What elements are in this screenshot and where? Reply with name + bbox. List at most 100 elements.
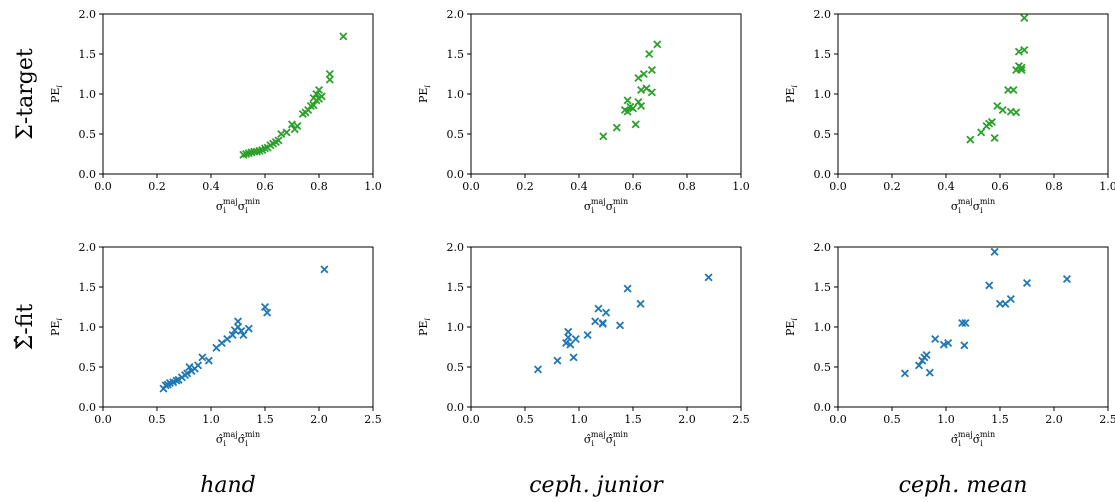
- y-tick-label: 0.0: [79, 168, 97, 181]
- y-tick-label: 2.0: [447, 8, 465, 21]
- y-tick-label: 1.5: [79, 48, 97, 61]
- data-point: [1012, 108, 1021, 117]
- x-tick-label: 1.5: [256, 413, 274, 426]
- data-point: [958, 318, 967, 328]
- y-tick-label: 2.0: [814, 241, 832, 254]
- row-labels: Σ-target Σ̂-fit: [13, 48, 38, 350]
- y-tick-label: 1.0: [79, 321, 97, 334]
- plot-frame: [102, 13, 374, 175]
- data-point: [1022, 278, 1032, 288]
- data-point: [1017, 65, 1026, 75]
- y-tick-label: 0.5: [447, 128, 465, 141]
- data-point: [642, 84, 651, 93]
- x-tick-label: 0.2: [148, 180, 166, 193]
- y-axis-label: PEi: [417, 318, 432, 336]
- y-tick-label: 0.5: [79, 128, 97, 141]
- y-tick-label: 0.0: [447, 168, 465, 181]
- y-tick-label: 2.0: [814, 8, 832, 21]
- column-labels: hand ceph. junior ceph. mean: [200, 473, 1027, 498]
- data-point: [204, 356, 213, 365]
- y-tick-label: 0.0: [447, 401, 465, 414]
- data-point: [599, 132, 608, 141]
- data-point: [925, 368, 934, 377]
- data-points: [966, 13, 1029, 144]
- data-point: [990, 247, 999, 256]
- x-axis-label: σ̂imajσ̂imin: [951, 430, 995, 448]
- x-tick-label: 1.0: [937, 413, 955, 426]
- x-tick-label: 0.0: [94, 180, 112, 193]
- data-point: [569, 353, 578, 362]
- data-point: [312, 89, 321, 99]
- y-tick-label: 1.5: [447, 281, 465, 294]
- x-axis-label: σimajσimin: [951, 197, 995, 215]
- x-tick-label: 0.5: [883, 413, 901, 426]
- x-tick-label: 0.2: [516, 180, 534, 193]
- data-point: [704, 273, 713, 282]
- data-point: [244, 324, 253, 333]
- data-points: [599, 40, 662, 141]
- data-point: [314, 85, 324, 95]
- panels: 0.0 0.2 0.4 0.6 0.8 1.0 0.0 0.5 1.0 1.5 2.0 σimajσi…: [49, 8, 1115, 448]
- x-axis-label: σ̂imajσ̂imin: [216, 430, 260, 448]
- panel-r1-c1: 0.0 0.5 1.0 1.5 2.0 2.5 0.0 0.5 1.0 1.5 2.0 σ̂imajσ…: [417, 241, 750, 448]
- data-point: [339, 32, 348, 41]
- y-tick-label: 1.5: [79, 281, 97, 294]
- data-point: [993, 101, 1002, 111]
- data-point: [966, 135, 975, 144]
- x-tick-label: 0.8: [310, 180, 328, 193]
- data-point: [900, 369, 909, 378]
- y-axis-label: PEi: [49, 318, 64, 336]
- x-tick-label: 0.4: [202, 180, 220, 193]
- panel-r1-c0: 0.0 0.5 1.0 1.5 2.0 2.5 0.0 0.5 1.0 1.5 2.0 σ̂imajσ…: [49, 241, 382, 448]
- y-axis-label: PEi: [417, 85, 432, 103]
- y-tick-label: 0.0: [814, 168, 832, 181]
- x-axis-label: σ̂imajσ̂imin: [584, 430, 628, 448]
- data-point: [183, 369, 192, 378]
- data-point: [616, 321, 625, 330]
- x-tick-label: 0.4: [570, 180, 588, 193]
- data-point: [998, 105, 1007, 115]
- y-tick-label: 1.5: [814, 48, 832, 61]
- data-point: [639, 69, 648, 79]
- data-point: [631, 120, 640, 129]
- data-point: [623, 96, 632, 105]
- data-point: [985, 281, 994, 290]
- data-point: [623, 284, 632, 293]
- plot-frame: [470, 13, 742, 175]
- data-point: [223, 334, 232, 344]
- y-tick-label: 2.0: [79, 8, 97, 21]
- panel-r1-c2: 0.0 0.5 1.0 1.5 2.0 2.5 0.0 0.5 1.0 1.5 2.0 σ̂imajσ…: [784, 241, 1115, 448]
- data-point: [612, 123, 621, 132]
- data-point: [1006, 294, 1015, 304]
- data-point: [553, 356, 562, 365]
- x-tick-label: 2.5: [364, 413, 382, 426]
- y-tick-label: 1.0: [447, 88, 465, 101]
- x-tick-label: 1.0: [732, 180, 750, 193]
- y-tick-label: 1.0: [814, 88, 832, 101]
- data-point: [233, 317, 243, 326]
- data-point: [647, 65, 656, 75]
- data-point: [939, 340, 948, 349]
- y-tick-label: 0.0: [814, 401, 832, 414]
- data-point: [653, 40, 662, 49]
- data-point: [1017, 63, 1026, 72]
- data-point: [185, 362, 194, 372]
- data-point: [198, 353, 207, 362]
- data-point: [623, 107, 632, 116]
- data-point: [562, 338, 571, 348]
- x-tick-label: 1.5: [624, 413, 642, 426]
- x-tick-label: 0.2: [883, 180, 901, 193]
- data-point: [645, 49, 654, 59]
- data-point: [325, 69, 334, 79]
- data-point: [228, 330, 237, 340]
- y-tick-label: 0.5: [814, 361, 832, 374]
- x-tick-label: 0.0: [94, 413, 112, 426]
- data-point: [1062, 274, 1071, 284]
- data-point: [287, 120, 297, 129]
- data-point: [1020, 13, 1029, 23]
- data-point: [237, 326, 246, 336]
- x-tick-label: 1.0: [202, 413, 220, 426]
- y-tick-label: 0.0: [79, 401, 97, 414]
- x-tick-label: 0.6: [624, 180, 642, 193]
